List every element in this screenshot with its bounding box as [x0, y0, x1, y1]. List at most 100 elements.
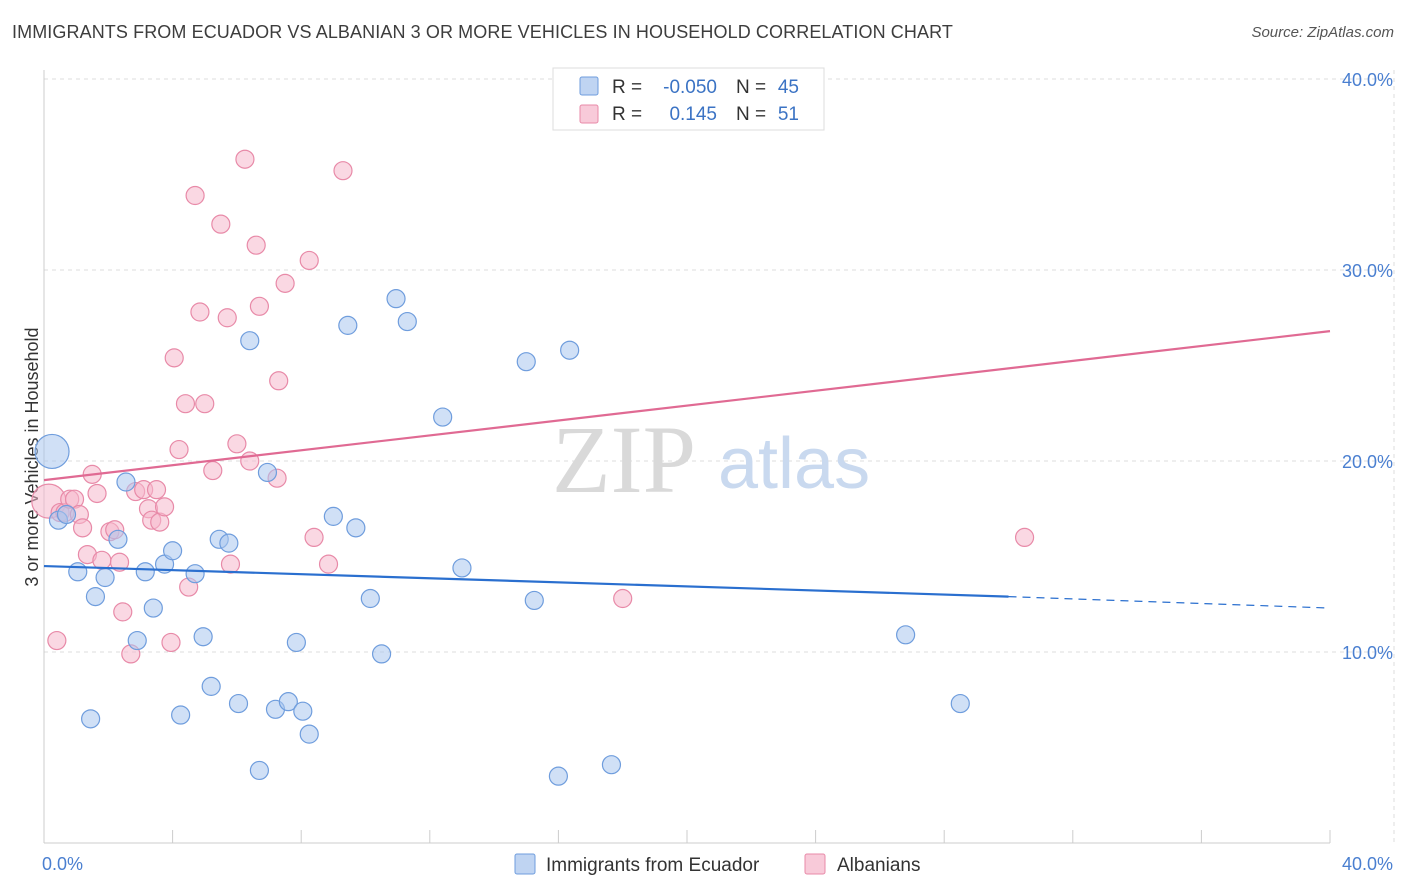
ecuador-point: [299, 724, 319, 744]
ecuador-point: [950, 693, 970, 714]
ecuador-point: [293, 701, 313, 721]
legend-n-label-albanians: N =: [736, 104, 766, 125]
albanians-point: [109, 552, 130, 572]
ecuador-point: [193, 627, 213, 647]
albanians-point: [318, 554, 339, 574]
legend-n-value-albanians: 51: [778, 104, 799, 125]
albanians-point: [220, 554, 241, 574]
ecuador-point: [346, 518, 366, 538]
ecuador-point: [560, 340, 580, 360]
y-tick-label: 40.0%: [1342, 70, 1393, 90]
legend-r-value-albanians: 0.145: [669, 104, 717, 125]
watermark-zip: ZIP: [552, 406, 696, 513]
albanians-point: [195, 394, 215, 414]
ecuador-point: [371, 644, 392, 664]
legend-swatch-albanians: [579, 104, 599, 124]
ecuador-point: [524, 590, 544, 611]
ecuador-point: [171, 705, 191, 725]
y-tick-label: 10.0%: [1342, 643, 1393, 663]
ecuador-point: [516, 352, 536, 372]
correlation-legend: R = -0.050 N = 45 R = 0.145 N = 51: [552, 67, 825, 131]
albanians-point: [175, 394, 196, 414]
albanians-point: [211, 214, 231, 234]
ecuador-points: [34, 289, 970, 786]
ecuador-point: [95, 567, 115, 588]
ecuador-point: [34, 433, 70, 470]
ecuador-point: [81, 709, 101, 729]
albanians-points: [31, 149, 1035, 664]
series-legend: Immigrants from Ecuador Albanians: [514, 853, 920, 876]
legend-n-label-ecuador: N =: [736, 77, 766, 98]
legend-r-label-ecuador: R =: [612, 77, 642, 98]
ecuador-point: [108, 529, 128, 549]
ecuador-point: [163, 541, 183, 561]
albanians-point: [613, 588, 633, 609]
ecuador-point: [219, 533, 239, 553]
ecuador-point: [397, 311, 417, 332]
albanians-point: [203, 460, 223, 481]
ecuador-point: [338, 315, 358, 335]
albanians-point: [169, 439, 189, 460]
legend-r-value-ecuador: -0.050: [663, 77, 717, 98]
x-tick-labels: 0.0% 40.0%: [42, 854, 1393, 874]
watermark-atlas: atlas: [718, 424, 870, 504]
legend-swatch-ecuador: [579, 76, 599, 96]
series-legend-label-ecuador: Immigrants from Ecuador: [546, 855, 760, 876]
legend-r-label-albanians: R =: [612, 104, 642, 125]
albanians-point: [246, 235, 266, 255]
ecuador-point: [185, 564, 205, 584]
albanians-point: [269, 371, 289, 391]
albanians-point: [304, 527, 324, 548]
ecuador-point: [249, 760, 270, 781]
albanians-point: [113, 602, 133, 622]
ecuador-trend-line: [43, 564, 1009, 598]
series-legend-label-albanians: Albanians: [837, 855, 920, 876]
ecuador-point: [286, 632, 306, 653]
x-tick-label-max: 40.0%: [1342, 854, 1393, 874]
ecuador-point: [68, 562, 88, 582]
y-axis-label: 3 or more Vehicles in Household: [22, 327, 42, 586]
ecuador-point: [127, 630, 147, 651]
albanians-point: [333, 161, 353, 181]
ecuador-point: [548, 766, 569, 786]
albanians-point: [164, 348, 184, 368]
ecuador-point: [257, 462, 278, 483]
ecuador-point: [360, 588, 380, 609]
albanians-point: [154, 497, 175, 517]
ecuador-point: [433, 407, 453, 427]
ecuador-point: [896, 625, 916, 645]
ecuador-point: [452, 558, 472, 578]
albanians-trend-line: [43, 330, 1331, 482]
ecuador-point: [116, 472, 136, 492]
albanians-point: [299, 250, 319, 271]
series-legend-swatch-albanians: [804, 853, 826, 875]
albanians-point: [47, 630, 67, 651]
ecuador-point: [240, 331, 260, 351]
albanians-point: [275, 273, 295, 293]
albanians-point: [161, 632, 181, 653]
y-tick-label: 20.0%: [1342, 452, 1393, 472]
albanians-point: [249, 296, 270, 316]
albanians-point: [87, 483, 107, 504]
ecuador-trend-line-extension: [1008, 596, 1331, 609]
ecuador-point: [85, 587, 106, 607]
ecuador-point: [386, 289, 406, 309]
ecuador-point: [323, 506, 343, 526]
trend-lines: [43, 330, 1331, 609]
ecuador-point: [278, 692, 298, 712]
albanians-point: [72, 518, 93, 538]
watermark: ZIP atlas: [552, 406, 870, 513]
y-tick-labels: 10.0% 20.0% 30.0% 40.0%: [1342, 70, 1393, 663]
source-credit: Source: ZipAtlas.com: [1251, 24, 1394, 41]
albanians-point: [190, 302, 210, 322]
ecuador-point: [601, 755, 622, 775]
ecuador-point: [201, 676, 221, 696]
ecuador-point: [135, 562, 155, 582]
albanians-point: [185, 185, 205, 206]
ecuador-point: [56, 504, 77, 525]
albanians-point: [235, 149, 255, 169]
ecuador-point: [228, 693, 249, 714]
series-legend-swatch-ecuador: [514, 853, 536, 875]
albanians-point: [146, 480, 167, 500]
